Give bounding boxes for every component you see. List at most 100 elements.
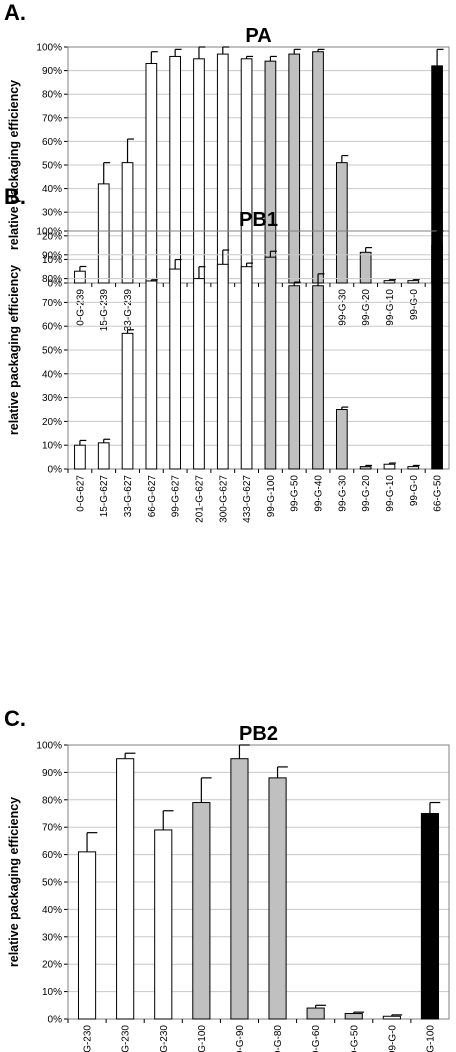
y-axis-label: relative packaging efficiency	[7, 80, 21, 250]
bar	[169, 55, 182, 284]
x-tick-label: 66-G-627	[147, 475, 158, 518]
bar	[240, 266, 253, 470]
y-tick-label: 70%	[42, 298, 62, 309]
bar	[121, 332, 134, 470]
bar	[145, 63, 158, 284]
bar	[431, 244, 443, 470]
x-tick-label: 99-G-90	[235, 1025, 246, 1052]
x-tick-label: 99-G-20	[361, 475, 372, 512]
x-tick-label: 99-G-230	[121, 1025, 132, 1052]
y-tick-label: 10%	[42, 987, 62, 998]
bar	[288, 53, 301, 284]
bar	[407, 466, 420, 470]
bar	[312, 51, 324, 284]
bar	[193, 58, 205, 284]
y-tick-label: 90%	[42, 250, 62, 261]
bar	[264, 256, 277, 470]
y-tick-label: 100%	[36, 741, 62, 752]
bar	[407, 280, 420, 284]
y-axis-label: relative packaging efficiency	[7, 265, 21, 435]
bar	[240, 58, 253, 284]
x-tick-label: 66-G-50	[433, 475, 444, 512]
x-tick-label: 300-G-627	[218, 475, 229, 523]
y-tick-label: 50%	[42, 878, 62, 889]
bar	[344, 1013, 363, 1020]
y-tick-label: 60%	[42, 850, 62, 861]
y-tick-label: 90%	[42, 66, 62, 77]
x-tick-label: 99-G-0	[409, 475, 420, 507]
x-tick-label: 99-G-20	[361, 289, 372, 326]
x-tick-label: 99-G-30	[337, 289, 348, 326]
chart-pb2: C. PB2 0% 10% 20% 30% 40% 50% 60% 70% 80% 90% 100% re…	[4, 706, 450, 1052]
y-tick-label: 70%	[42, 113, 62, 124]
bar	[312, 285, 324, 470]
y-tick-label: 0%	[48, 1015, 63, 1026]
bar	[382, 1015, 401, 1020]
bar	[359, 466, 372, 470]
bar	[74, 444, 86, 470]
y-tick-label: 40%	[42, 184, 62, 195]
bar	[145, 280, 158, 470]
x-tick-label: 201-G-627	[194, 475, 205, 523]
x-tick-label: 0-G-100	[425, 1025, 436, 1052]
bar	[335, 409, 348, 470]
x-tick-label: 99-G-40	[314, 475, 325, 512]
x-tick-label: 433-G-627	[242, 475, 253, 523]
x-tick-label: 33-G-239	[123, 289, 134, 332]
x-tick-label: 0-G-239	[75, 289, 86, 326]
x-tick-label: 99-G-10	[385, 289, 396, 326]
bar	[230, 758, 249, 1020]
x-tick-label: 99-G-30	[337, 475, 348, 512]
x-tick-label: 99-G-0	[409, 289, 420, 321]
x-tick-label: 99-G-80	[273, 1025, 284, 1052]
bar	[216, 53, 229, 284]
panel-letter: B.	[4, 184, 26, 209]
bar	[97, 183, 110, 284]
y-tick-label: 0%	[48, 279, 63, 290]
y-tick-label: 50%	[42, 161, 62, 172]
y-tick-label: 100%	[36, 43, 62, 54]
x-tick-label: 33-G-627	[123, 475, 134, 518]
bar	[116, 758, 135, 1020]
y-axis-label: relative packaging efficiency	[7, 797, 21, 967]
x-tick-label: 99-G-0	[387, 1025, 398, 1052]
y-tick-label: 30%	[42, 393, 62, 404]
y-tick-label: 90%	[42, 768, 62, 779]
y-tick-label: 30%	[42, 208, 62, 219]
bar	[264, 60, 277, 284]
chart-pb1: B. PB1 0% 10% 20% 30% 40% 50% 60% 70% 80% 90% 100% re…	[4, 184, 450, 523]
x-tick-label: 99-G-100	[266, 475, 277, 518]
bar	[268, 777, 287, 1020]
bar	[383, 463, 396, 470]
x-tick-label: 99-G-50	[290, 475, 301, 512]
bar	[306, 1007, 325, 1020]
x-tick-label: 15-G-239	[99, 289, 110, 332]
x-tick-label: 99-G-50	[349, 1025, 360, 1052]
x-tick-label: 99-G-100	[197, 1025, 208, 1052]
y-tick-label: 20%	[42, 231, 62, 242]
panel-letter: C.	[4, 706, 26, 731]
bar	[420, 813, 440, 1020]
x-tick-label: 99-G-60	[311, 1025, 322, 1052]
chart-title: PB1	[239, 209, 278, 231]
bar	[74, 270, 86, 284]
y-tick-label: 0%	[48, 465, 63, 476]
y-tick-label: 20%	[42, 417, 62, 428]
y-tick-label: 100%	[36, 227, 62, 238]
bar	[383, 280, 396, 284]
bar	[97, 442, 110, 470]
panel-letter: A.	[4, 0, 26, 25]
bar	[216, 263, 229, 470]
y-tick-label: 60%	[42, 322, 62, 333]
chart-pa: A. PA 0% 10% 20% 30% 40% 50% 60% 70% 80% 90% 100% rel…	[4, 0, 450, 337]
y-tick-label: 60%	[42, 137, 62, 148]
y-tick-label: 70%	[42, 823, 62, 834]
bar	[335, 162, 348, 284]
y-tick-label: 40%	[42, 905, 62, 916]
x-tick-label: 455-G-230	[159, 1025, 170, 1052]
bar	[169, 268, 182, 470]
x-tick-label: 99-G-627	[171, 475, 182, 518]
x-tick-label: 15-G-627	[99, 475, 110, 518]
bar	[121, 162, 134, 284]
